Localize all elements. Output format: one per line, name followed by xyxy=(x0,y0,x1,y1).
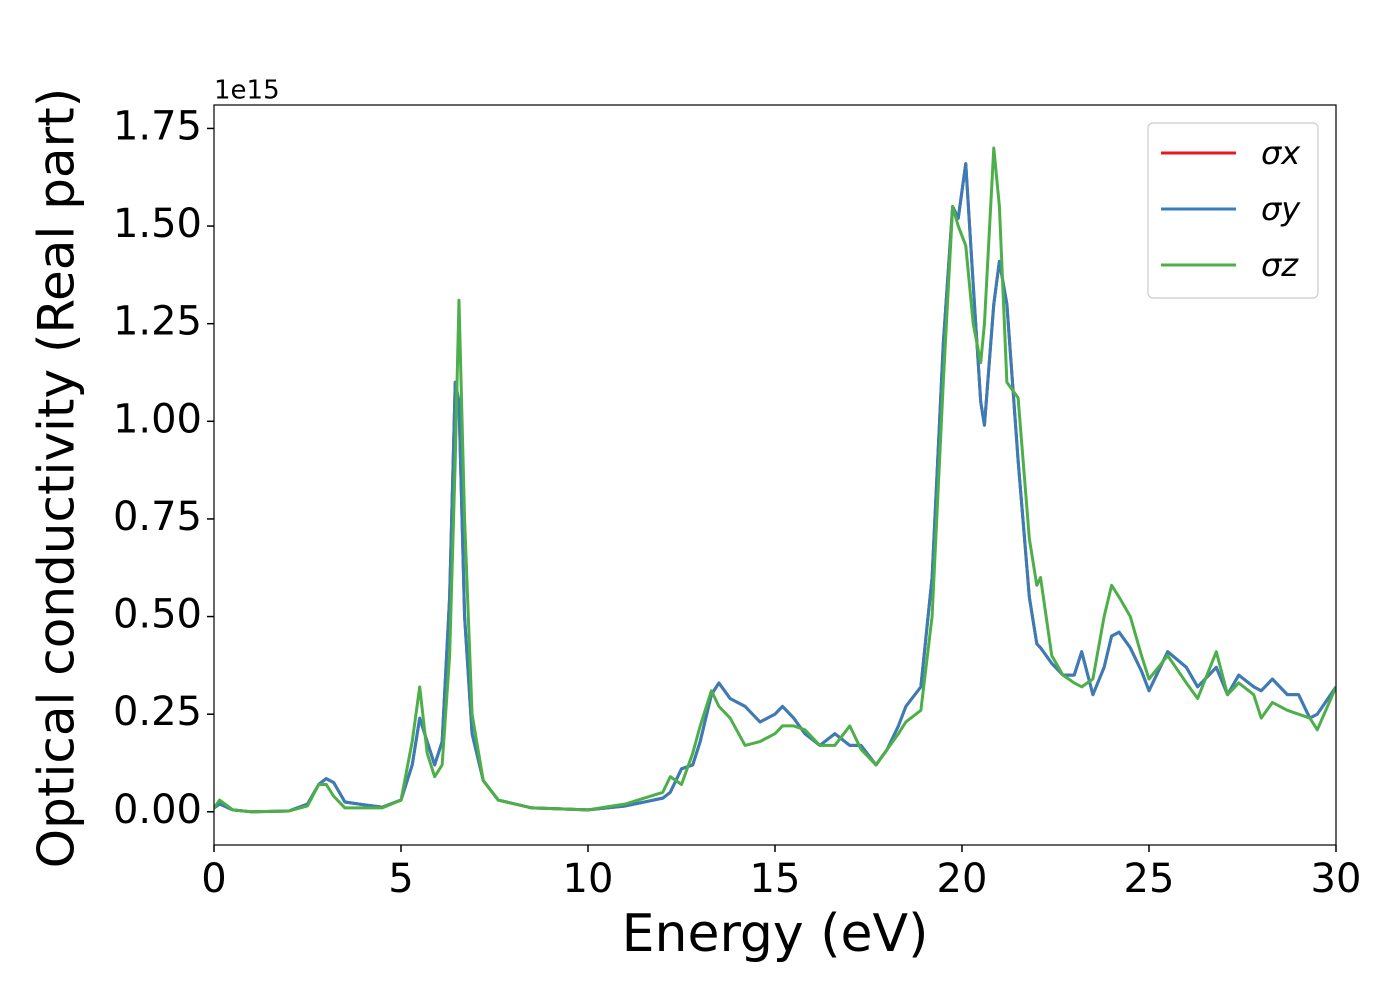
y-tick-label: 0.75 xyxy=(113,494,202,540)
legend-label: σx xyxy=(1261,134,1301,172)
y-tick-label: 1.75 xyxy=(113,103,202,149)
offset-label: 1e15 xyxy=(214,76,280,106)
plot-frame xyxy=(213,104,1337,846)
y-tick-label: 1.50 xyxy=(113,201,202,247)
x-tick-label: 5 xyxy=(388,856,413,902)
y-tick-label: 1.25 xyxy=(113,299,202,345)
plot-lines xyxy=(214,146,1336,814)
series-line xyxy=(214,162,1336,814)
legend-label: σy xyxy=(1261,190,1301,228)
y-tick-label: 0.25 xyxy=(113,689,202,735)
x-tick-label: 0 xyxy=(201,856,226,902)
series-line xyxy=(214,146,1336,814)
x-tick-label: 30 xyxy=(1311,856,1362,902)
legend-label: σz xyxy=(1261,246,1299,284)
y-tick-label: 0.50 xyxy=(113,592,202,638)
y-axis-label: Optical conductivity (Real part) xyxy=(28,88,86,869)
x-axis-label: Energy (eV) xyxy=(622,904,929,964)
x-tick-label: 10 xyxy=(563,856,614,902)
x-tick-label: 20 xyxy=(937,856,988,902)
y-tick-label: 0.00 xyxy=(113,787,202,833)
x-tick-label: 15 xyxy=(750,856,801,902)
y-tick-label: 1.00 xyxy=(113,396,202,442)
x-tick-label: 25 xyxy=(1124,856,1175,902)
